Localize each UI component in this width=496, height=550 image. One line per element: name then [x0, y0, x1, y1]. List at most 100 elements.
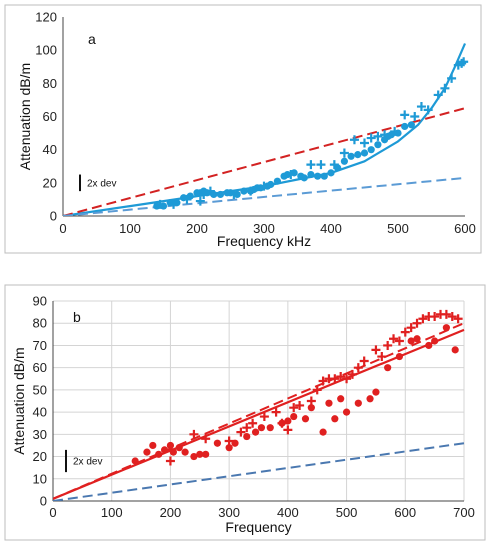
data-point-cross — [410, 112, 420, 121]
data-point-cross — [440, 83, 450, 93]
y-tick-label: 0 — [50, 209, 57, 224]
data-point-dot — [166, 441, 175, 450]
x-tick-label: 0 — [49, 505, 56, 520]
data-point-cross — [259, 412, 269, 422]
data-point-dot — [337, 395, 345, 403]
data-point-cross — [169, 199, 179, 209]
data-point-cross — [286, 170, 296, 180]
data-point-dot — [413, 335, 421, 343]
data-point-dot — [300, 174, 308, 182]
data-point-cross — [165, 456, 175, 466]
data-point-cross — [366, 133, 376, 143]
x-tick-label: 200 — [160, 505, 182, 520]
data-point-cross — [306, 396, 316, 406]
data-point-dot — [307, 404, 315, 412]
data-point-cross — [330, 374, 340, 384]
data-point-dot — [155, 450, 163, 458]
data-point-cross — [360, 138, 369, 148]
data-point-cross — [155, 199, 165, 209]
x-tick-label: 500 — [336, 505, 358, 520]
x-tick-label: 100 — [119, 221, 141, 236]
data-point-dot — [210, 190, 218, 199]
data-point-dot — [407, 337, 415, 345]
y-tick-label: 10 — [33, 471, 47, 486]
data-point-cross — [406, 323, 416, 333]
data-point-dot — [425, 341, 433, 350]
data-point-cross — [295, 400, 305, 410]
fit-line — [53, 328, 465, 500]
data-point-cross — [380, 130, 390, 140]
data-point-cross — [229, 189, 239, 199]
data-point-dot — [267, 180, 275, 189]
dashed-model-line — [53, 322, 465, 500]
data-point-dot — [367, 146, 375, 154]
data-point-dot — [266, 424, 274, 432]
chart-frame — [4, 4, 482, 254]
data-point-cross — [412, 318, 422, 328]
x-tick-label: 300 — [218, 505, 240, 520]
data-point-cross — [283, 425, 293, 435]
data-point-dot — [354, 399, 362, 407]
data-point-cross — [289, 403, 299, 413]
data-point-cross — [416, 102, 426, 112]
y-tick-label: 20 — [43, 175, 57, 190]
data-point-dot — [372, 388, 380, 396]
y-tick-label: 40 — [43, 142, 57, 157]
y-axis-label: Attenuation dB/m — [11, 347, 27, 454]
data-point-cross — [201, 434, 211, 444]
x-tick-label: 400 — [277, 505, 299, 520]
data-point-dot — [334, 164, 342, 172]
data-point-dot — [431, 337, 439, 345]
data-point-cross — [182, 194, 192, 204]
data-point-dot — [384, 364, 392, 372]
data-point-dot — [190, 452, 198, 461]
data-point-dot — [216, 190, 225, 199]
y-axis-label: Attenuation dB/m — [17, 63, 33, 170]
data-point-dot — [257, 424, 266, 432]
dashed-model-line — [53, 442, 465, 501]
data-point-dot — [354, 151, 362, 159]
data-point-cross — [447, 73, 457, 83]
chart-panel-a: 0 100 200 300 400 500 600 0 20 40 60 80 100 120 Freque… — [4, 4, 482, 254]
data-point-cross — [459, 57, 469, 67]
x-tick-label: 600 — [454, 221, 476, 236]
x-tick-label: 200 — [186, 221, 208, 236]
data-point-cross — [246, 186, 256, 196]
data-point-dot — [301, 415, 310, 423]
data-point-cross — [430, 312, 440, 322]
y-tick-label: 120 — [35, 10, 57, 25]
data-point-cross — [318, 376, 328, 386]
data-point-dot — [401, 122, 409, 131]
x-tick-label: 600 — [394, 505, 416, 520]
data-point-cross — [390, 126, 400, 136]
data-point-dot — [273, 177, 281, 185]
y-tick-label: 80 — [43, 76, 57, 91]
y-tick-label: 20 — [33, 449, 47, 464]
data-point-dot — [342, 408, 351, 416]
data-point-cross — [271, 407, 281, 417]
dev-bar-label: 2x dev — [87, 178, 116, 189]
x-axis-label: Frequency — [225, 519, 291, 535]
data-point-cross — [259, 181, 269, 191]
x-tick-label: 400 — [320, 221, 342, 236]
data-point-dot — [307, 170, 315, 179]
data-point-dot — [160, 446, 169, 454]
data-point-dot — [451, 346, 459, 354]
data-point-cross — [189, 429, 199, 439]
data-point-dot — [149, 441, 157, 450]
data-point-dot — [175, 444, 183, 452]
data-point-cross — [248, 418, 258, 428]
data-point-cross — [336, 372, 346, 382]
x-tick-label: 300 — [253, 221, 275, 236]
dashed-model-line — [63, 107, 466, 216]
data-point-dot — [325, 399, 333, 407]
data-point-dot — [290, 412, 298, 421]
data-point-dot — [327, 169, 335, 177]
x-tick-label: 700 — [453, 505, 475, 520]
data-point-dot — [442, 324, 450, 332]
data-point-cross — [195, 196, 205, 206]
data-point-cross — [242, 423, 252, 433]
data-point-dot — [366, 395, 374, 403]
data-point-dot — [181, 448, 189, 456]
